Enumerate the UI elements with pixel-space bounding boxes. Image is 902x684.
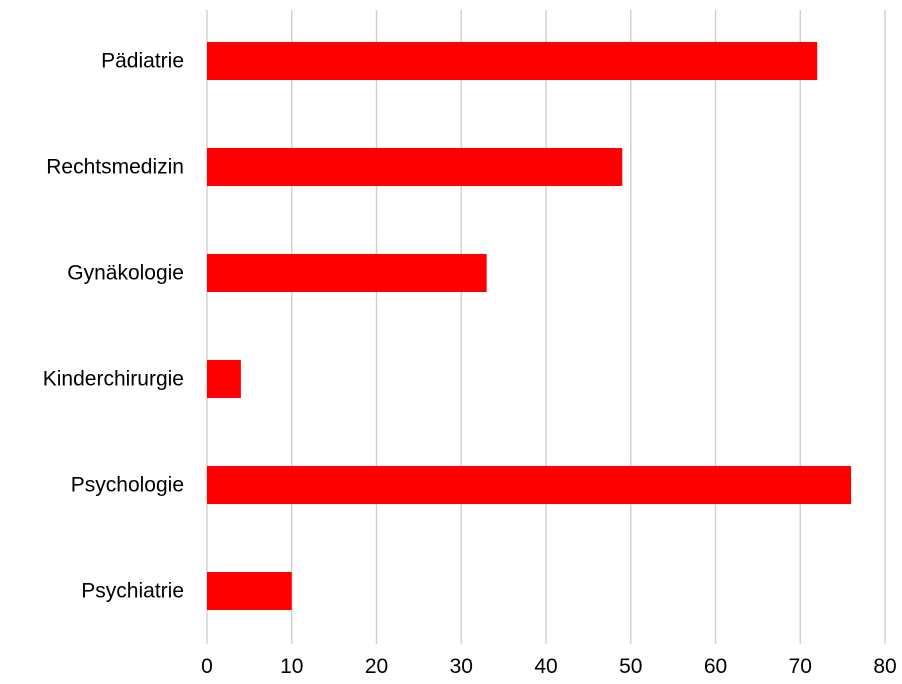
x-tick-label-50: 50 xyxy=(619,655,642,678)
x-tick-label-60: 60 xyxy=(704,655,727,678)
x-tick-label-10: 10 xyxy=(280,655,303,678)
x-tick-label-80: 80 xyxy=(873,655,896,678)
x-tick-label-30: 30 xyxy=(450,655,473,678)
bar-layer xyxy=(207,42,852,610)
category-label-3: Kinderchirurgie xyxy=(43,368,184,391)
category-label-0: Pädiatrie xyxy=(101,50,184,73)
x-tick-label-0: 0 xyxy=(201,655,213,678)
grid-layer xyxy=(206,10,886,644)
x-axis-tick-labels: 0 10 20 30 40 50 60 70 80 xyxy=(201,655,897,678)
category-label-1: Rechtsmedizin xyxy=(46,156,184,179)
bar-3 xyxy=(207,360,241,398)
bar-2 xyxy=(207,254,487,292)
category-label-2: Gynäkologie xyxy=(67,262,184,285)
bar-1 xyxy=(207,148,623,186)
x-tick-label-40: 40 xyxy=(534,655,557,678)
category-label-4: Psychologie xyxy=(71,474,184,497)
category-labels: Pädiatrie Rechtsmedizin Gynäkologie Kinderc… xyxy=(43,50,184,603)
bar-4 xyxy=(207,466,852,504)
x-tick-label-70: 70 xyxy=(789,655,812,678)
bar-0 xyxy=(207,42,818,80)
x-tick-label-20: 20 xyxy=(365,655,388,678)
category-label-5: Psychiatrie xyxy=(81,580,184,603)
bar-5 xyxy=(207,572,292,610)
